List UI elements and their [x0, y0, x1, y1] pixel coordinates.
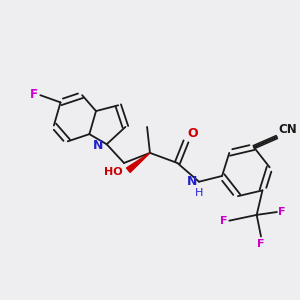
- Text: H: H: [195, 188, 204, 198]
- Text: F: F: [30, 88, 38, 101]
- Text: CN: CN: [278, 123, 297, 136]
- Text: F: F: [220, 216, 228, 226]
- Text: N: N: [93, 139, 103, 152]
- Text: O: O: [188, 127, 198, 140]
- Text: F: F: [278, 207, 286, 217]
- Text: N: N: [187, 175, 197, 188]
- Polygon shape: [127, 153, 150, 172]
- Text: F: F: [257, 239, 265, 249]
- Text: HO: HO: [104, 167, 123, 177]
